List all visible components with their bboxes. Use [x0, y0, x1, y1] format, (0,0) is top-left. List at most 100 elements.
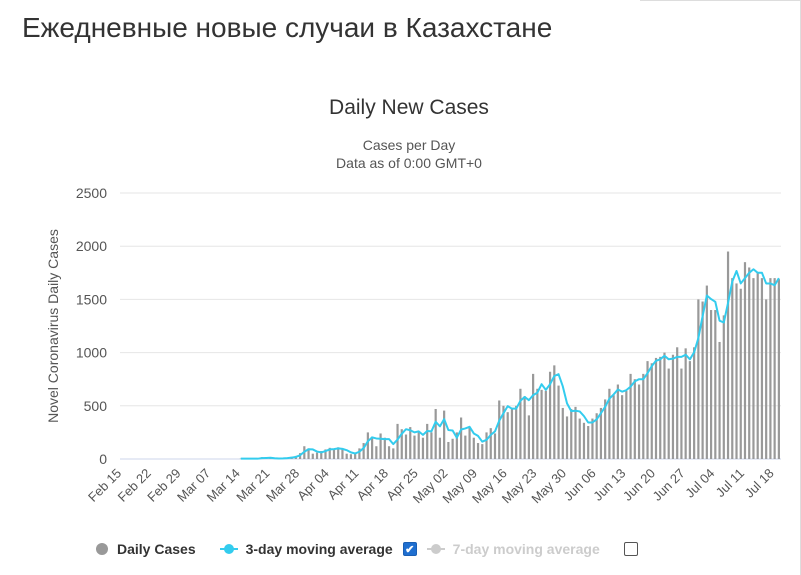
bar[interactable]	[693, 347, 696, 459]
bar[interactable]	[544, 390, 547, 459]
bar[interactable]	[468, 427, 471, 459]
bar[interactable]	[307, 448, 310, 459]
bar[interactable]	[354, 452, 357, 459]
moving-average-line[interactable]	[240, 268, 780, 460]
bar[interactable]	[315, 452, 319, 459]
bar[interactable]	[366, 432, 369, 459]
bar[interactable]	[667, 368, 670, 459]
bar[interactable]	[527, 415, 530, 459]
bar[interactable]	[375, 446, 378, 459]
bar[interactable]	[426, 423, 429, 459]
bar[interactable]	[752, 278, 755, 459]
bar[interactable]	[714, 310, 717, 459]
bar[interactable]	[650, 363, 653, 459]
bar[interactable]	[718, 341, 721, 459]
bar[interactable]	[443, 410, 446, 459]
bar[interactable]	[337, 447, 340, 459]
bar[interactable]	[743, 262, 747, 459]
bar[interactable]	[773, 278, 776, 459]
bar[interactable]	[383, 437, 386, 459]
bar[interactable]	[536, 388, 539, 459]
bar[interactable]	[320, 451, 323, 459]
checkbox-3-day-moving-average[interactable]: ✔	[402, 542, 417, 556]
bar[interactable]	[311, 453, 314, 459]
bar[interactable]	[455, 432, 458, 459]
bar[interactable]	[671, 354, 675, 459]
bar[interactable]	[722, 315, 725, 459]
bar[interactable]	[451, 438, 454, 459]
checkbox-7-day-moving-average[interactable]	[623, 542, 638, 556]
bar[interactable]	[371, 436, 374, 459]
bar[interactable]	[515, 405, 518, 459]
bar[interactable]	[646, 361, 649, 459]
bar[interactable]	[587, 426, 590, 459]
bar[interactable]	[362, 443, 365, 459]
bar[interactable]	[328, 447, 331, 459]
bar[interactable]	[540, 389, 543, 459]
bar[interactable]	[472, 437, 475, 459]
bar[interactable]	[476, 443, 480, 459]
bar[interactable]	[726, 251, 730, 459]
bar[interactable]	[654, 357, 658, 459]
bar[interactable]	[608, 388, 611, 459]
bar[interactable]	[697, 299, 700, 459]
bar[interactable]	[387, 446, 391, 459]
bar[interactable]	[358, 448, 361, 459]
bar[interactable]	[379, 433, 382, 459]
bar[interactable]	[578, 418, 581, 459]
bar[interactable]	[637, 384, 641, 459]
bar[interactable]	[659, 356, 662, 459]
bar[interactable]	[625, 390, 628, 459]
bar[interactable]	[553, 365, 556, 459]
bar[interactable]	[731, 278, 734, 459]
bar[interactable]	[413, 435, 416, 459]
bar[interactable]	[519, 388, 522, 459]
bar[interactable]	[349, 454, 353, 459]
bar[interactable]	[421, 437, 425, 459]
bar[interactable]	[769, 278, 772, 459]
bar[interactable]	[438, 437, 442, 459]
bar[interactable]	[574, 406, 577, 459]
bar[interactable]	[756, 272, 759, 459]
bar[interactable]	[392, 448, 395, 459]
bar[interactable]	[464, 435, 467, 459]
bar[interactable]	[591, 418, 594, 459]
bar[interactable]	[498, 400, 501, 459]
bar[interactable]	[434, 408, 437, 459]
bar[interactable]	[396, 423, 399, 459]
bar[interactable]	[400, 429, 403, 459]
bar[interactable]	[430, 432, 433, 459]
bar[interactable]	[765, 299, 768, 459]
bar[interactable]	[417, 431, 420, 459]
bar[interactable]	[676, 347, 679, 459]
legend-item-3-day-moving-average[interactable]: 3-day moving average ✔	[219, 541, 417, 557]
bar[interactable]	[633, 379, 636, 459]
bar[interactable]	[324, 449, 327, 459]
bar[interactable]	[612, 395, 615, 459]
bar[interactable]	[760, 278, 764, 459]
bar[interactable]	[332, 449, 336, 459]
bar[interactable]	[642, 373, 645, 459]
bar[interactable]	[565, 416, 569, 459]
bar[interactable]	[748, 267, 751, 459]
bar[interactable]	[447, 441, 450, 459]
bar[interactable]	[709, 310, 713, 459]
bar[interactable]	[510, 407, 514, 459]
bar[interactable]	[739, 288, 742, 459]
bar[interactable]	[684, 348, 687, 459]
bar[interactable]	[485, 432, 488, 459]
bar[interactable]	[604, 399, 607, 459]
bar[interactable]	[621, 395, 624, 459]
bar[interactable]	[663, 352, 666, 459]
bar[interactable]	[599, 407, 603, 459]
bar[interactable]	[777, 279, 780, 459]
bar[interactable]	[688, 361, 691, 459]
bar[interactable]	[680, 368, 683, 459]
bar[interactable]	[506, 412, 509, 459]
bar[interactable]	[629, 373, 632, 459]
bar[interactable]	[502, 405, 505, 459]
bar[interactable]	[595, 413, 598, 459]
bar[interactable]	[735, 283, 738, 459]
bar[interactable]	[705, 285, 708, 459]
bar[interactable]	[616, 384, 619, 459]
